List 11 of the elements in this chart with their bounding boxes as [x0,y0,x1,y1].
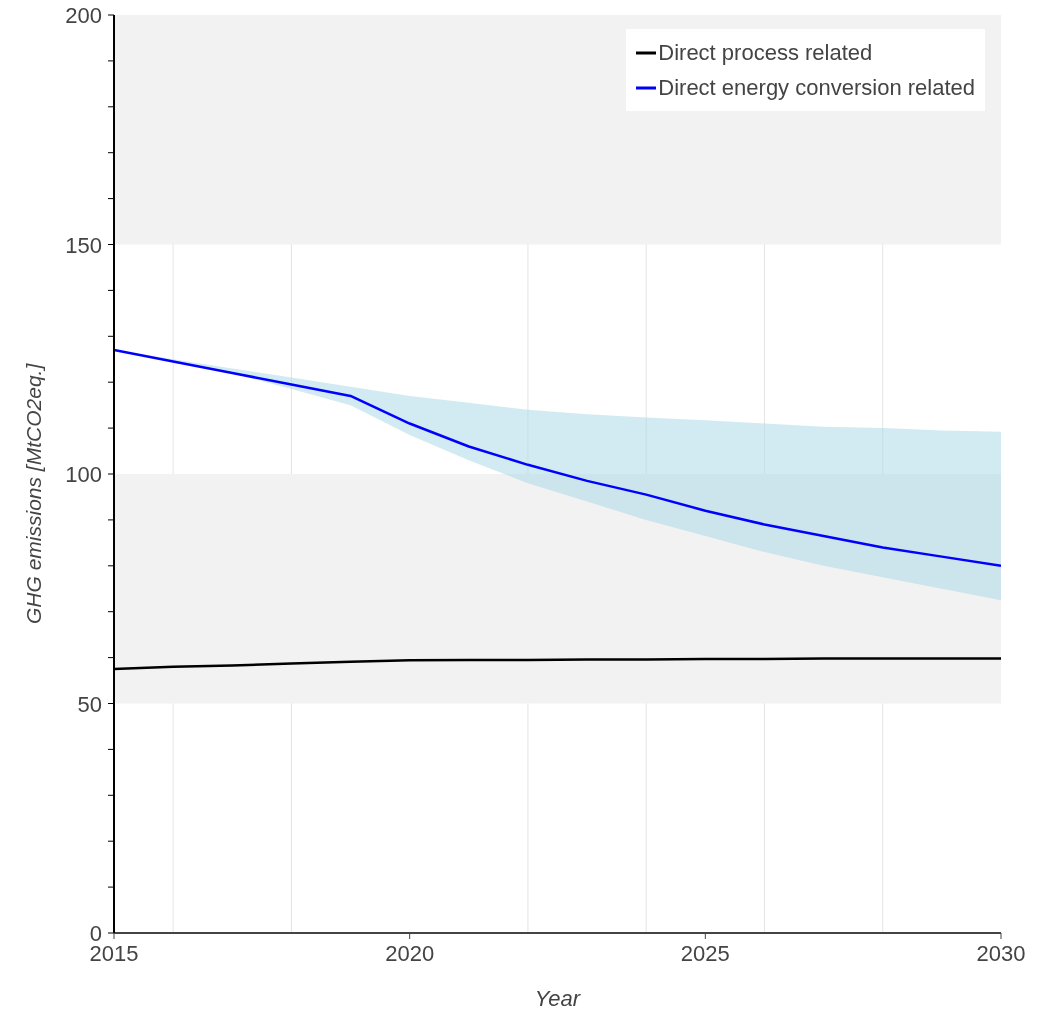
x-tick-label: 2020 [385,941,435,966]
y-tick-label: 50 [77,691,102,717]
legend-label: Direct process related [658,39,873,67]
x-tick-label: 2025 [680,941,730,966]
x-tick-label: 2030 [976,941,1026,966]
legend-label: Direct energy conversion related [658,74,975,102]
y-tick-label: 200 [65,3,102,28]
y-axis-title: GHG emissions [MtCO2eq.] [22,362,46,624]
x-axis-title: Year [534,986,582,1011]
y-tick-label: 150 [65,232,102,258]
y-tick-label: 100 [65,462,102,487]
